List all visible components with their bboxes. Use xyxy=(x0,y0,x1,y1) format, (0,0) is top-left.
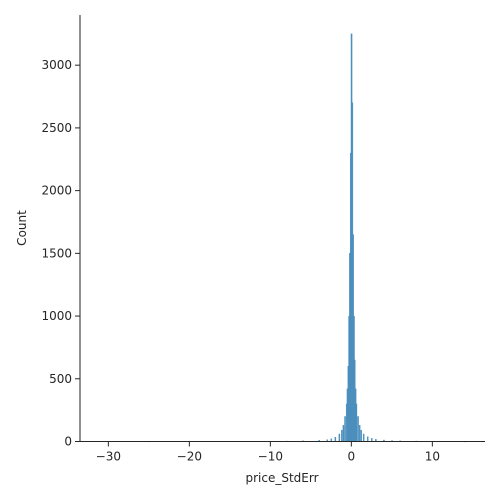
y-tick-label: 3000 xyxy=(41,58,72,72)
histogram-bar xyxy=(362,433,365,442)
x-tick-label: −30 xyxy=(96,450,121,464)
y-axis-label: Count xyxy=(15,210,29,246)
x-tick-label: 10 xyxy=(425,450,440,464)
histogram-bar xyxy=(355,403,358,442)
histogram-bar xyxy=(358,425,361,442)
histogram-bar xyxy=(341,430,343,442)
y-tick-label: 2500 xyxy=(41,121,72,135)
x-axis-label: price_StdErr xyxy=(245,471,318,485)
histogram-bar xyxy=(357,416,359,442)
histogram-bar xyxy=(342,425,345,442)
histogram-bar xyxy=(334,436,337,442)
y-tick-label: 1500 xyxy=(41,246,72,260)
y-tick-label: 0 xyxy=(64,435,72,449)
y-tick-label: 500 xyxy=(49,372,72,386)
y-tick-label: 1000 xyxy=(41,309,72,323)
histogram-bar xyxy=(344,416,346,442)
histogram-bar xyxy=(360,430,363,442)
histogram-bar xyxy=(366,436,369,442)
histogram-bars xyxy=(107,33,466,443)
x-axis-ticks: −30 −20 −10 0 10 xyxy=(96,441,440,464)
y-axis-ticks: 0 500 1000 1500 2000 2500 3000 xyxy=(41,58,80,449)
x-tick-label: 0 xyxy=(348,450,356,464)
x-tick-label: −20 xyxy=(177,450,202,464)
histogram-bar xyxy=(338,433,341,442)
x-tick-label: −10 xyxy=(258,450,283,464)
y-tick-label: 2000 xyxy=(41,184,72,198)
